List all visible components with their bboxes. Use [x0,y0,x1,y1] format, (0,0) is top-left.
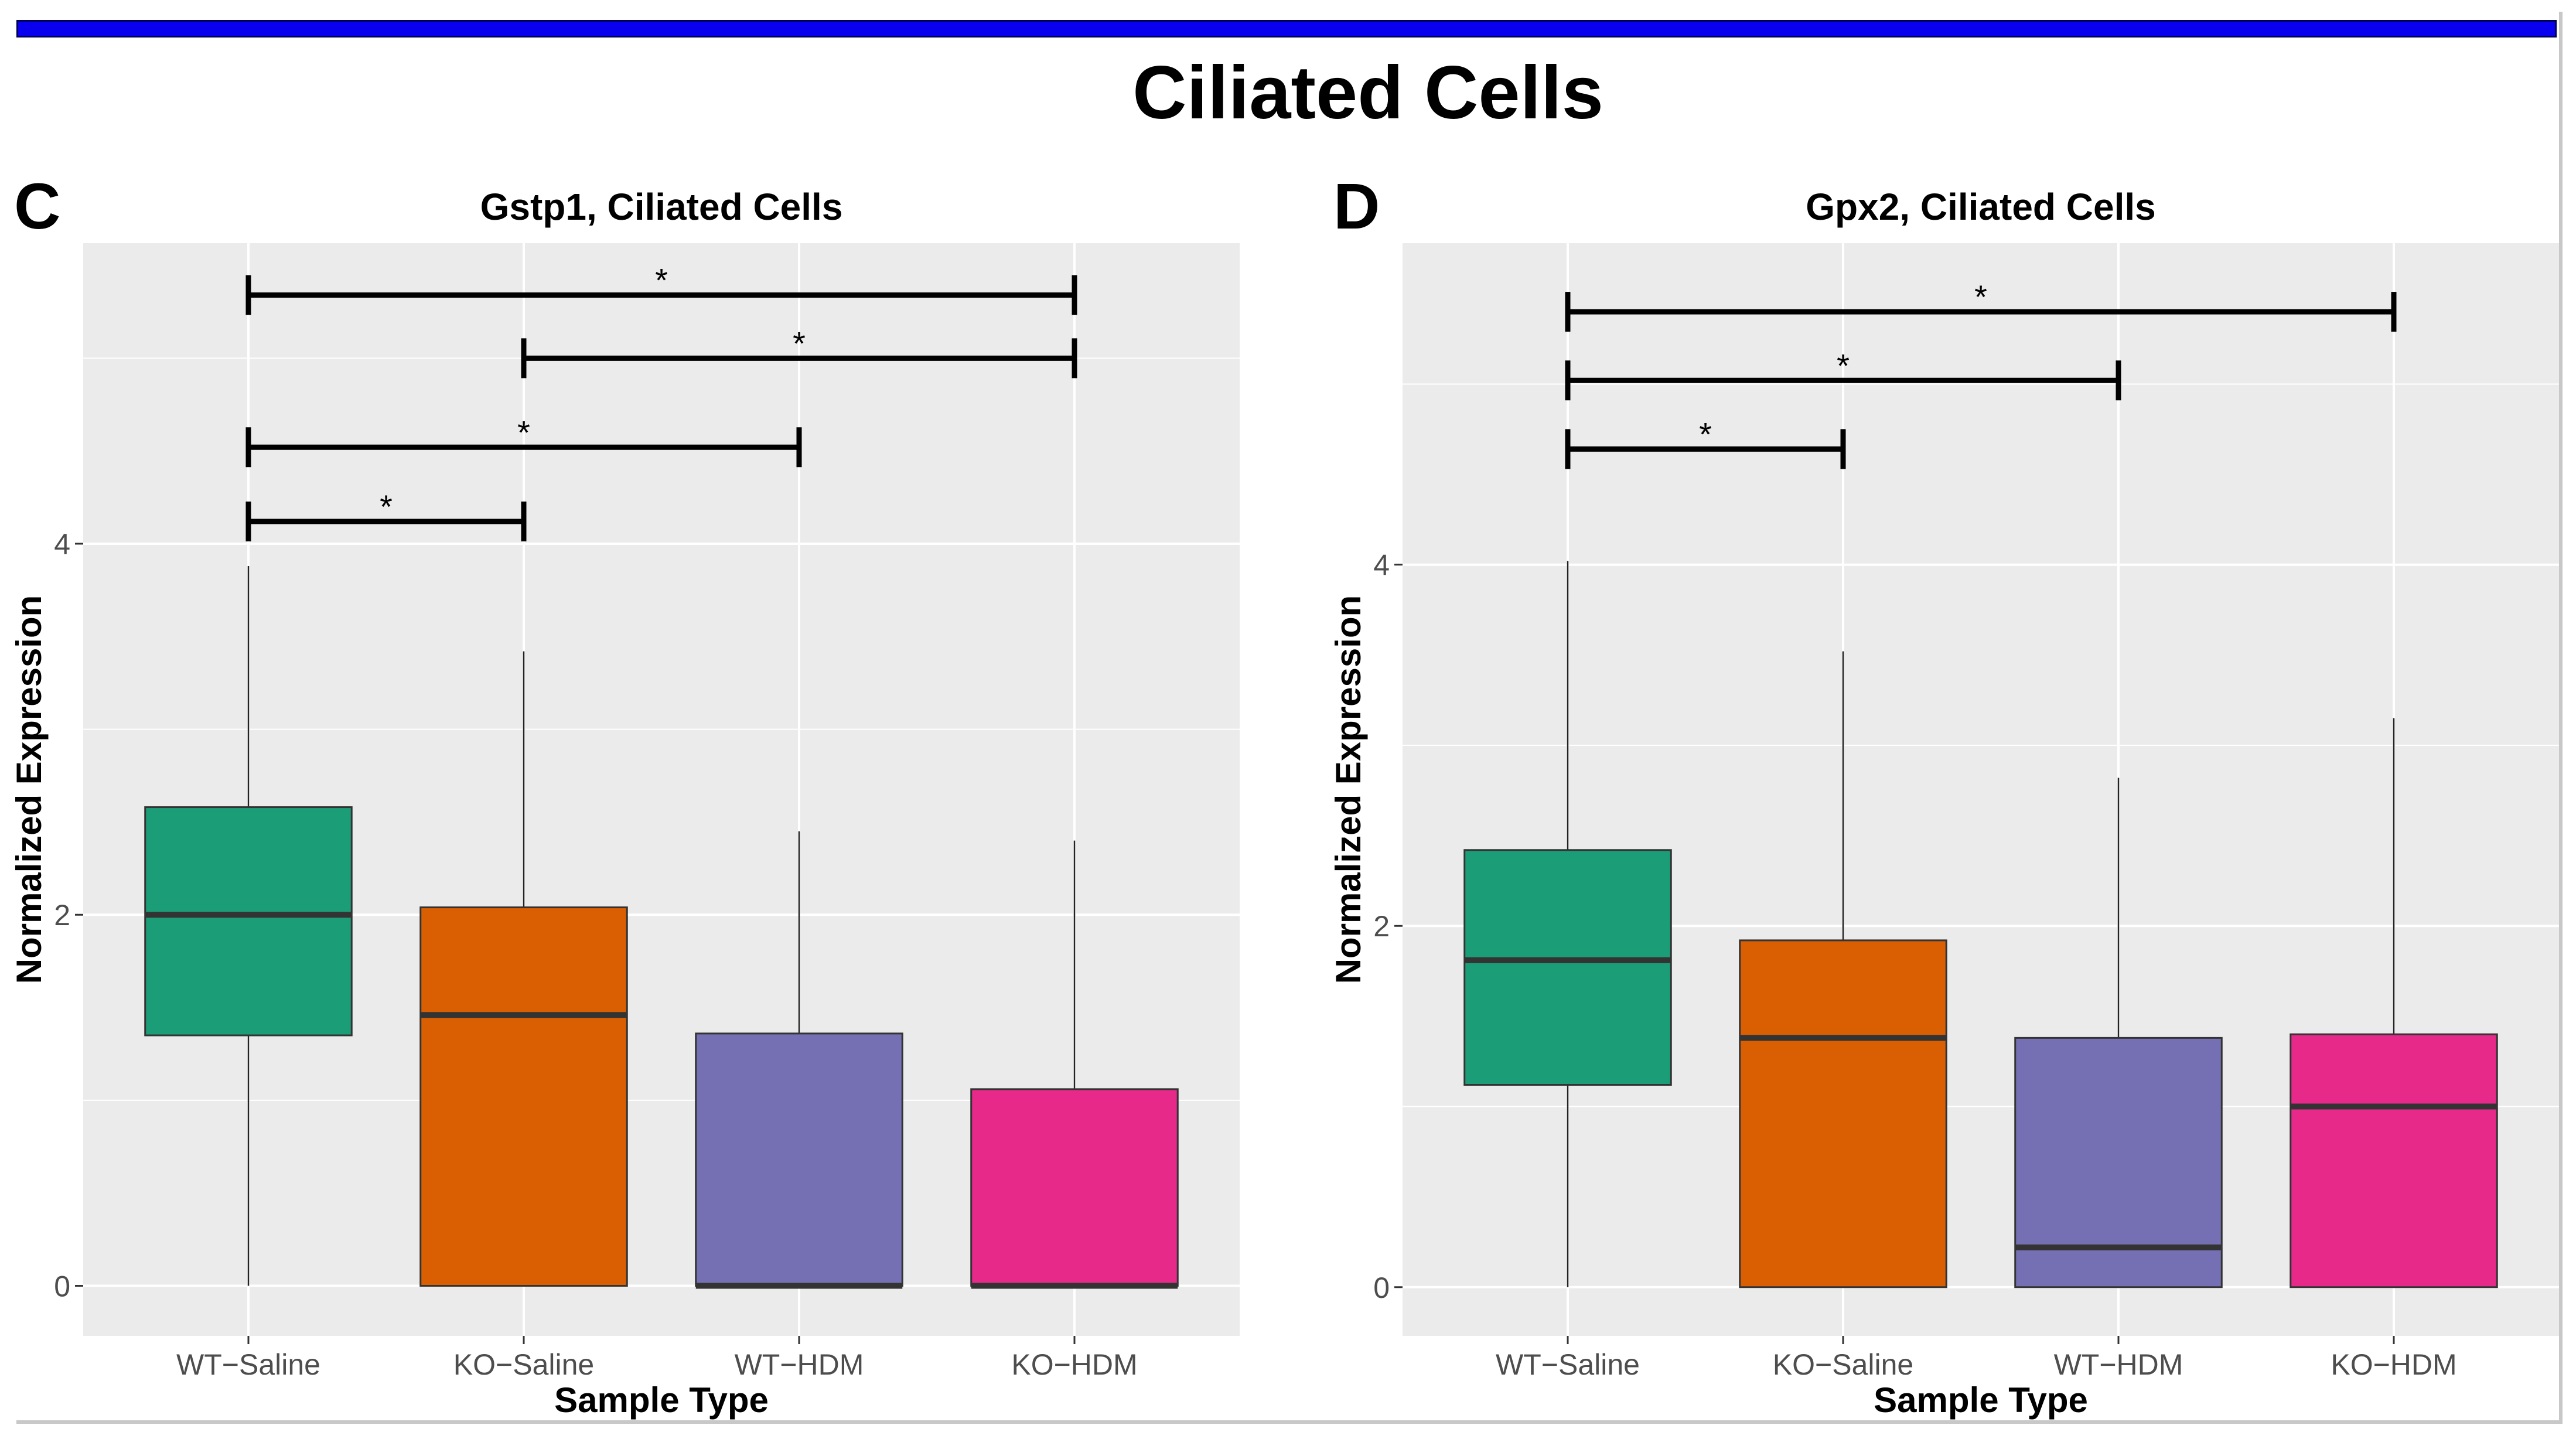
panel-c-letter: C [14,171,60,243]
panel-c-box-3 [970,1088,1179,1287]
header-color-bar [16,20,2557,37]
panel-c-y-tick-label: 4 [54,528,70,561]
panel-d-x-tick-label: KO−Saline [1773,1348,1913,1381]
panel-c-sig-label: * [655,262,668,299]
panel-c-y-axis-label: Normalized Expression [9,595,49,984]
panel-c-sig-label: * [380,488,393,525]
panel-d-box-3 [2290,1033,2498,1288]
panel-c-x-axis-label: Sample Type [554,1380,769,1420]
panel-c-sig-label: * [517,414,530,451]
panel-c-x-tick-label: KO−Saline [453,1348,594,1381]
panel-d-title: Gpx2, Ciliated Cells [1806,186,2156,228]
panel-c-title: Gstp1, Ciliated Cells [480,186,843,228]
panel-d-x-tick-label: WT−HDM [2054,1348,2183,1381]
panel-d-x-tick-label: KO−HDM [2331,1348,2456,1381]
panel-c-x-tick-label: WT−Saline [176,1348,320,1381]
panel-d-sig-label: * [1837,347,1850,384]
panel-d-y-tick-label: 0 [1373,1271,1390,1304]
panel-c-sig-label: * [793,325,806,362]
figure-frame [16,12,2563,1424]
panel-c-y-tick-label: 2 [54,899,70,932]
panel-c-x-tick-label: WT−HDM [735,1348,864,1381]
figure-title: Ciliated Cells [1132,51,1603,135]
panel-d-x-tick-label: WT−Saline [1496,1348,1640,1381]
panel-c-y-tick-label: 0 [54,1270,70,1303]
panel-d-box-1 [1739,939,1947,1288]
panel-d-y-tick-label: 2 [1373,910,1390,943]
panel-d-y-axis-label: Normalized Expression [1329,595,1368,984]
panel-c-box-2 [695,1032,903,1287]
panel-d-sig-label: * [1974,278,1987,315]
panel-c-box-0 [144,806,353,1037]
panel-d-sig-label: * [1699,415,1712,452]
panel-d-letter: D [1333,171,1380,243]
panel-d-box-0 [1463,849,1672,1086]
panel-d-x-axis-label: Sample Type [1874,1380,2088,1420]
panel-d-y-tick-label: 4 [1373,549,1390,582]
panel-c-box-1 [419,906,628,1287]
panel-c-x-tick-label: KO−HDM [1011,1348,1137,1381]
